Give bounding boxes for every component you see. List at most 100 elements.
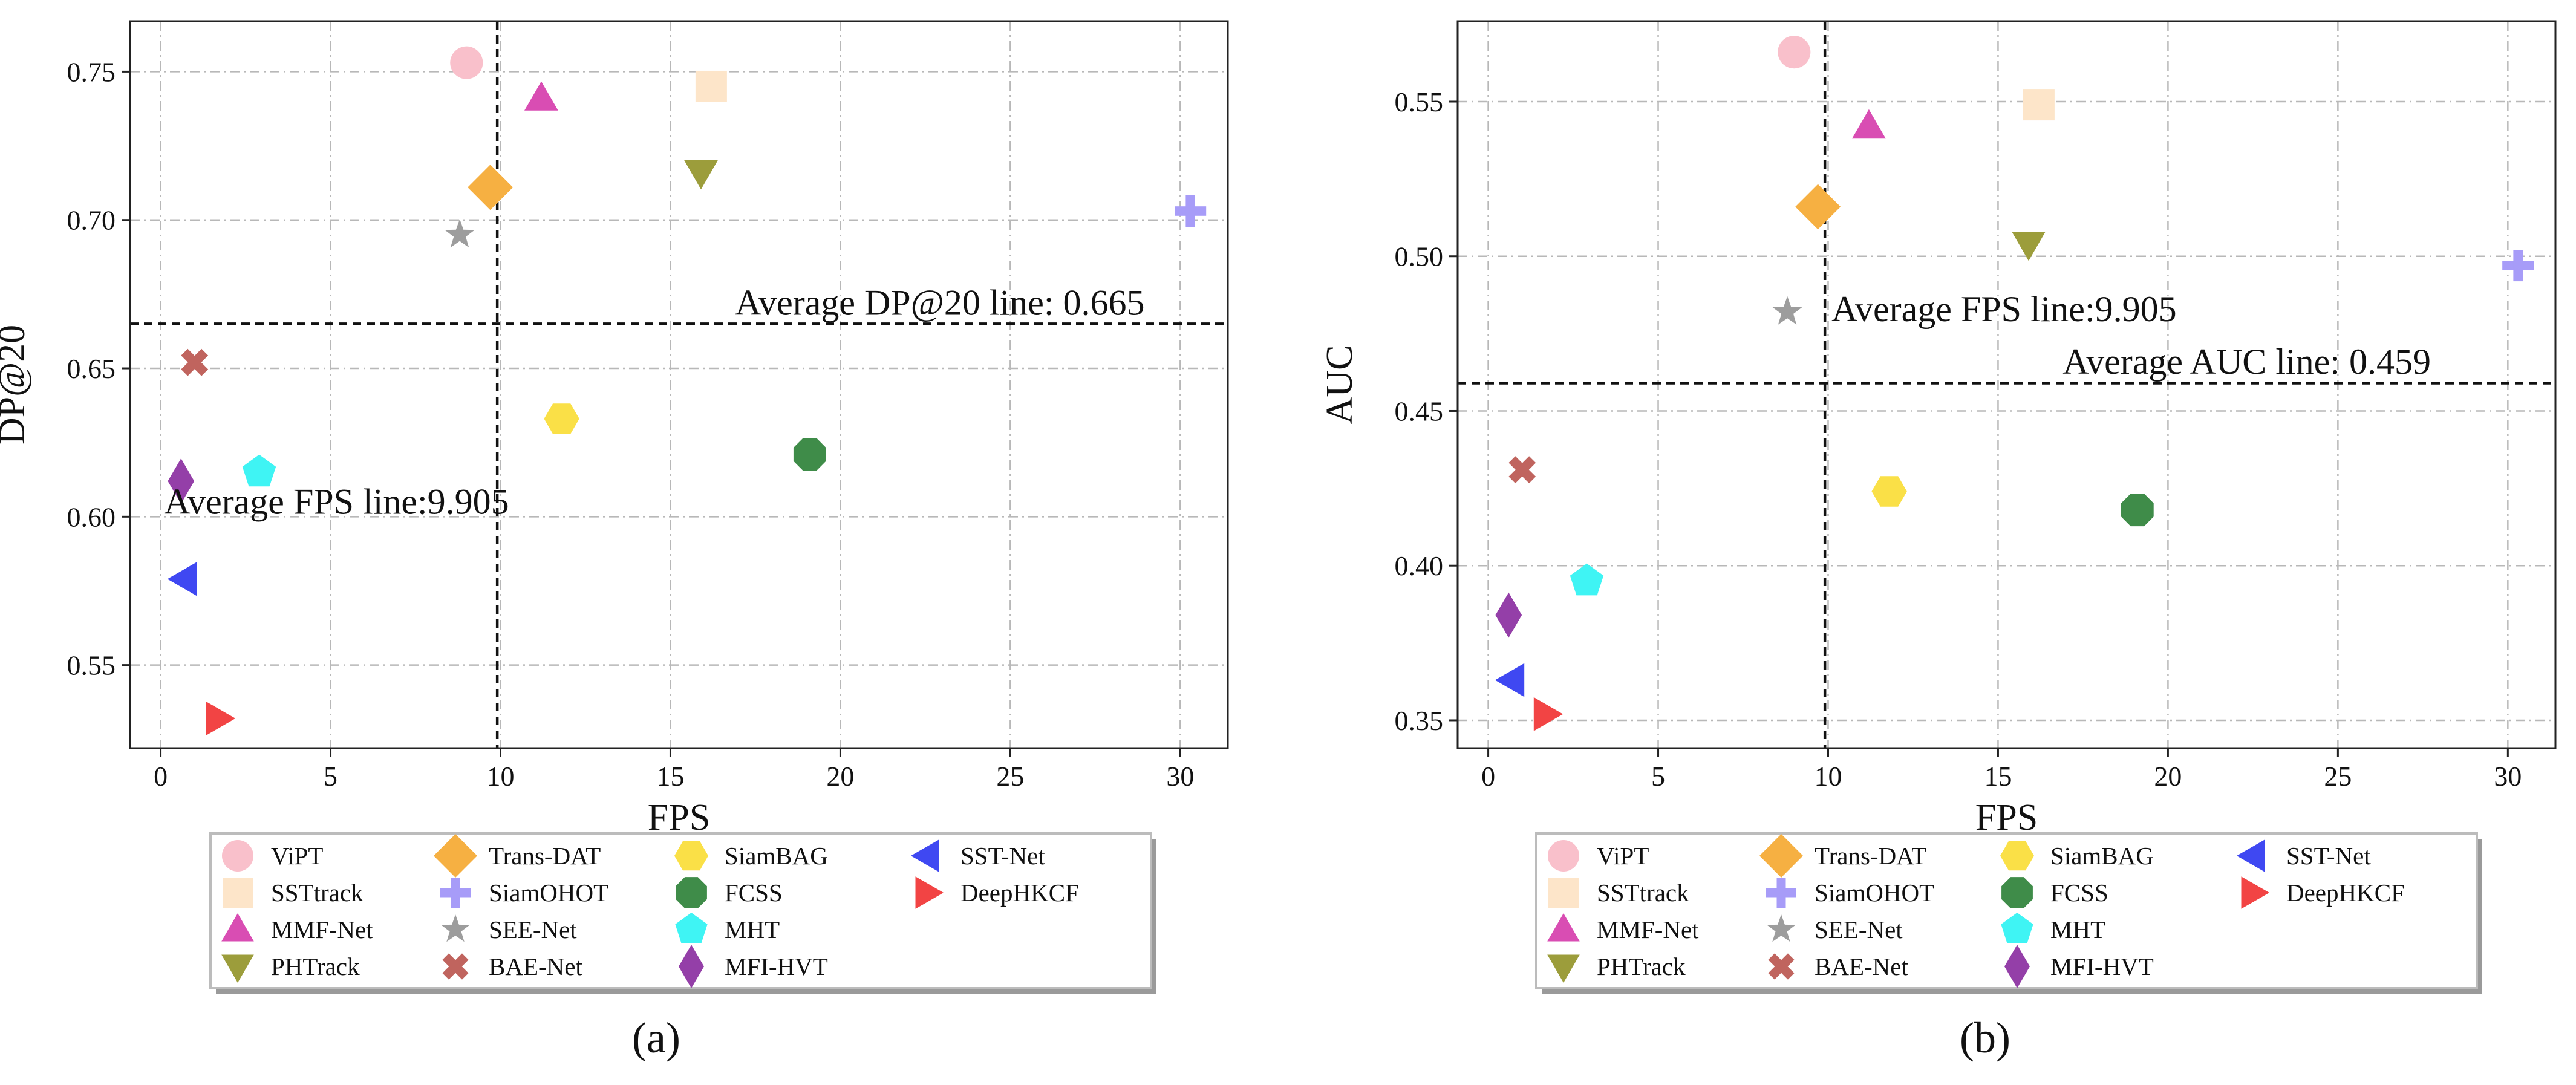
legend-item-siamohot: SiamOHOT (1766, 878, 1934, 908)
y-axis-label: DP@20 (0, 325, 33, 445)
x-tick-label: 5 (324, 761, 337, 792)
x-tick-label: 10 (1814, 761, 1842, 792)
legend-item-fcss: FCSS (676, 877, 783, 908)
legend-marker-mht (2001, 913, 2033, 943)
point-mmf-net (524, 81, 558, 111)
legend-label: SST-Net (2286, 842, 2371, 870)
point-sst-net (167, 562, 197, 596)
legend-item-sst-net: SST-Net (911, 839, 1045, 872)
point-deephkcf (1533, 697, 1564, 731)
legend-item-vipt: ViPT (222, 840, 323, 872)
point-siamohot (1175, 195, 1207, 227)
point-fcss (2121, 494, 2154, 527)
legend-item-phtrack: PHTrack (221, 953, 360, 983)
y-tick-label: 0.60 (67, 501, 116, 532)
legend-item-mmf-net: MMF-Net (221, 913, 373, 943)
point-ssttrack (695, 70, 727, 102)
legend-marker-bae-net (442, 953, 469, 980)
x-tick-label: 20 (2154, 761, 2182, 792)
legend-item-fcss: FCSS (2001, 877, 2108, 908)
legend-label: MMF-Net (271, 916, 373, 943)
x-tick-label: 20 (826, 761, 854, 792)
y-axis-label: AUC (1319, 345, 1360, 425)
legend-item-phtrack: PHTrack (1547, 953, 1686, 983)
legend-label: ViPT (1597, 842, 1649, 870)
legend: ViPT SSTtrack MMF-Net PHTrack Trans-DAT SiamO… (209, 832, 1156, 994)
y-tick-label: 0.65 (67, 353, 116, 384)
x-tick-label: 15 (656, 761, 684, 792)
y-tick-label: 0.50 (1395, 241, 1444, 272)
y-tick-label: 0.35 (1395, 705, 1444, 736)
legend-label: MMF-Net (1597, 916, 1699, 943)
legend-label: FCSS (725, 879, 783, 907)
legend-label: FCSS (2050, 879, 2108, 907)
y-tick-label: 0.40 (1395, 550, 1444, 581)
point-trans-dat (468, 165, 514, 210)
legend-item-mmf-net: MMF-Net (1547, 913, 1699, 943)
point-sst-net (1495, 663, 1525, 697)
x-tick-label: 30 (2494, 761, 2522, 792)
legend-label: SEE-Net (1815, 916, 1903, 943)
legend-item-mht: MHT (675, 913, 780, 943)
grid-lines (1458, 21, 2555, 748)
point-mht (242, 454, 276, 487)
legend-label: PHTrack (1597, 953, 1686, 980)
legend-label: DeepHKCF (960, 879, 1079, 907)
legend-marker-vipt (222, 840, 253, 872)
legend-marker-mht (675, 913, 708, 943)
point-mmf-net (1852, 109, 1886, 139)
legend-marker-bae-net (1768, 953, 1795, 980)
legend-label: MHT (725, 916, 780, 943)
plot-frame (129, 20, 1229, 749)
point-trans-dat (1795, 184, 1841, 230)
legend-item-sst-net: SST-Net (2237, 839, 2371, 872)
legend-label: Trans-DAT (489, 842, 601, 870)
legend-marker-trans-dat (1759, 834, 1803, 878)
legend-item-vipt: ViPT (1548, 840, 1649, 872)
y-tick-label: 0.45 (1395, 396, 1444, 426)
x-tick-label: 25 (2324, 761, 2352, 792)
legend-marker-mfi-hvt (2004, 945, 2030, 988)
legend-item-deephkcf: DeepHKCF (915, 876, 1079, 909)
point-see-net (445, 219, 475, 248)
point-siamohot (2502, 250, 2534, 282)
point-vipt (450, 46, 483, 79)
point-ssttrack (2023, 89, 2055, 121)
point-vipt (1778, 36, 1811, 69)
legend-marker-phtrack (1547, 954, 1580, 983)
panel-b: Average FPS line:9.905 Average AUC line: … (1319, 20, 2557, 1062)
plot-frame (1456, 20, 2557, 749)
point-bae-net (181, 348, 209, 376)
x-tick-label: 25 (996, 761, 1024, 792)
x-tick-label: 0 (1481, 761, 1495, 792)
legend-item-ssttrack: SSTtrack (1548, 878, 1689, 908)
legend-label: BAE-Net (489, 953, 582, 980)
legend-item-see-net: SEE-Net (1767, 914, 1903, 943)
legend-marker-sst-net (2237, 839, 2265, 872)
point-mfi-hvt (168, 458, 195, 504)
point-siambag (1871, 476, 1907, 507)
tick-labels: 0 5 10 15 20 25 30 0.55 0.60 0.65 0.70 0.75 (67, 56, 1195, 792)
panel-a: Average FPS line:9.905 Average DP@20 line… (0, 20, 1229, 1062)
legend-item-mfi-hvt: MFI-HVT (2004, 945, 2154, 988)
point-mfi-hvt (1495, 592, 1522, 638)
legend-label: ViPT (271, 842, 323, 870)
data-points (1495, 36, 2534, 731)
legend-item-trans-dat: Trans-DAT (1759, 834, 1926, 878)
tick-labels: 0 5 10 15 20 25 30 0.35 0.40 0.45 0.50 0.55 (1395, 86, 2522, 792)
legend-label: SiamBAG (2050, 842, 2154, 870)
legend-label: BAE-Net (1815, 953, 1908, 980)
x-tick-label: 0 (154, 761, 168, 792)
x-axis-label: FPS (648, 797, 710, 838)
panel-label: (b) (1960, 1014, 2010, 1062)
average-fps-label: Average FPS line:9.905 (164, 481, 509, 521)
legend-label: MHT (2050, 916, 2105, 943)
legend: ViPT SSTtrack MMF-Net PHTrack Trans-DAT SiamO… (1535, 832, 2482, 994)
legend-marker-siambag (2000, 841, 2034, 871)
legend-marker-trans-dat (434, 834, 477, 878)
point-siambag (544, 403, 579, 434)
legend-item-see-net: SEE-Net (441, 914, 577, 943)
legend-item-trans-dat: Trans-DAT (434, 834, 601, 878)
legend-label: SEE-Net (489, 916, 577, 943)
